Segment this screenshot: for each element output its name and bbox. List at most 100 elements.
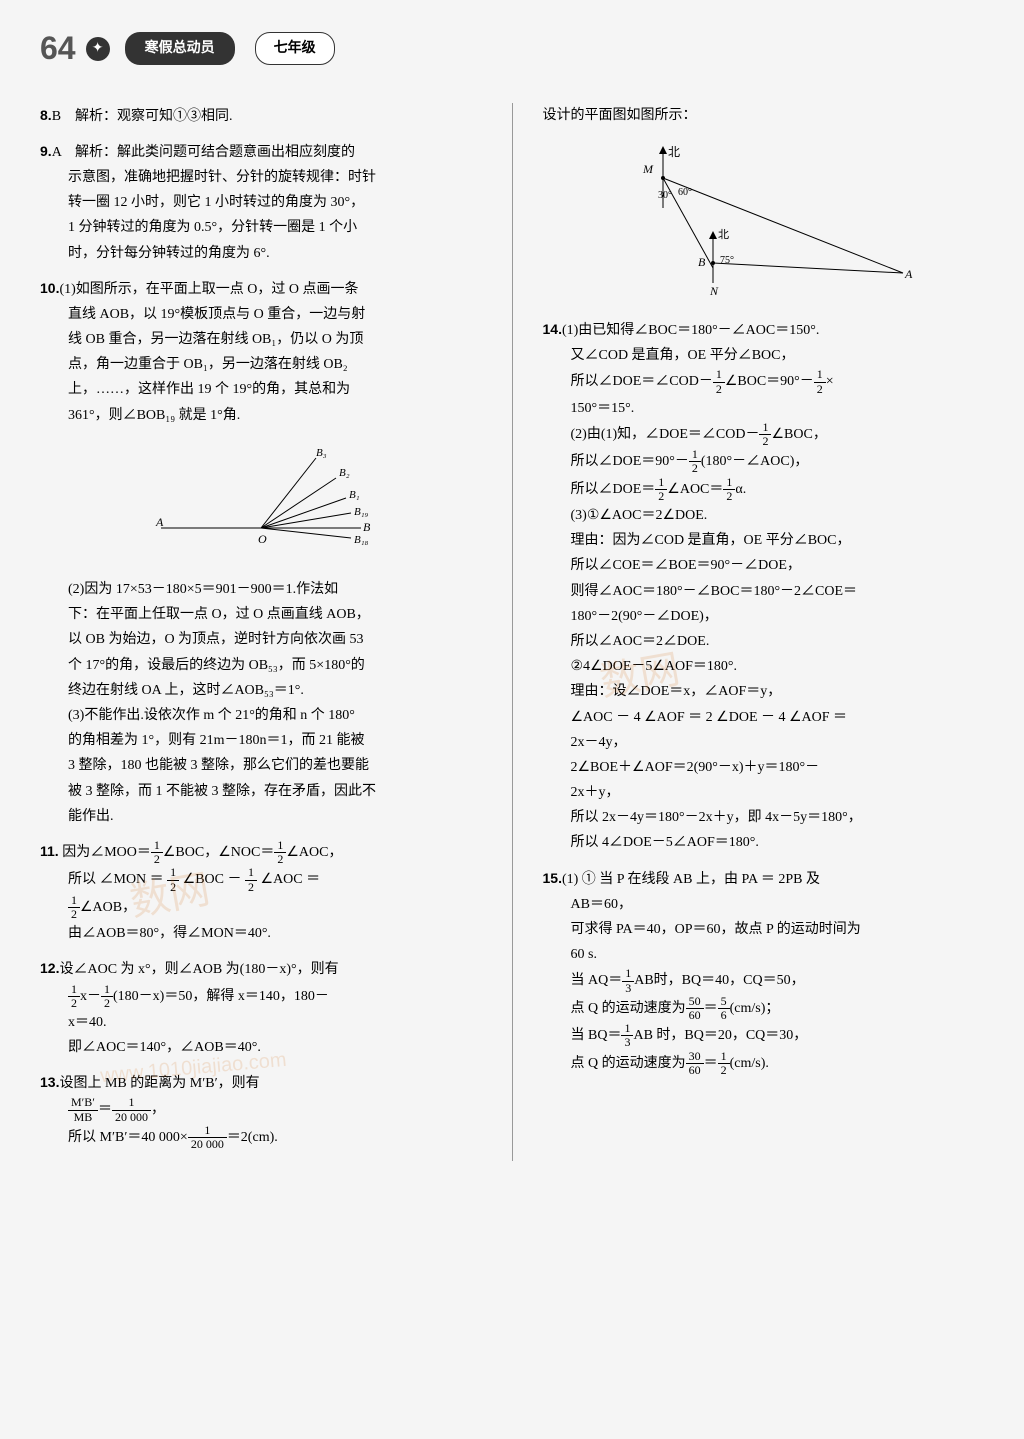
q9-ans: A bbox=[52, 145, 61, 160]
q13-l3: 所以 M′B′＝40 000×120 000＝2(cm). bbox=[40, 1124, 482, 1151]
q10-p3l3: 3 整除，180 也能被 3 整除，那么它们的差也要能 bbox=[40, 753, 482, 778]
q15-l3: 可求得 PA＝40，OP＝60，故点 P 的运动时间为 bbox=[543, 917, 985, 942]
q15-l5: 当 AQ＝13AB时，BQ＝40，CQ＝50， bbox=[543, 967, 985, 994]
q14-p3l12: 2x＋y， bbox=[543, 780, 985, 805]
q9-l1: 解析：解此类问题可结合题意画出相应刻度的 bbox=[61, 145, 355, 160]
page-header: 64 ✦ 寒假总动员 七年级 bbox=[40, 20, 984, 83]
q12-num: 12. bbox=[40, 960, 59, 976]
q9-l4: 1 分钟转过的角度为 0.5°，分针转一圈是 1 个小 bbox=[40, 215, 482, 240]
q11: 11. 因为∠MOO＝12∠BOC，∠NOC＝12∠AOC， 所以 ∠MON ＝… bbox=[40, 839, 482, 946]
q12-l3: x＝40. bbox=[40, 1010, 482, 1035]
q10-p1l5: 上，……，这样作出 19 个 19°的角，其总和为 bbox=[40, 377, 482, 402]
q13-l1: 设图上 MB 的距离为 M′B′，则有 bbox=[59, 1076, 259, 1091]
q8: 8.B 解析：观察可知①③相同. bbox=[40, 103, 482, 129]
q14-p3l14: 所以 4∠DOE－5∠AOF＝180°. bbox=[543, 830, 985, 855]
fig-B2: B₂ bbox=[339, 467, 350, 479]
q8-text: 解析：观察可知①③相同. bbox=[61, 109, 233, 124]
q11-l1b: ∠BOC，∠NOC＝ bbox=[163, 845, 274, 860]
right-column: 设计的平面图如图所示： 北 M 30° 60° 北 B 75° N A bbox=[543, 103, 985, 1162]
q15-l8: 点 Q 的运动速度为3060＝12(cm/s). bbox=[543, 1050, 985, 1077]
q10-p2l4: 个 17°的角，设最后的终边为 OB₅₃，而 5×180°的 bbox=[40, 653, 482, 678]
q14: 14.(1)由已知得∠BOC＝180°－∠AOC＝150°. 又∠COD 是直角… bbox=[543, 317, 985, 856]
q9-l2: 示意图，准确地把握时针、分针的旋转规律：时针 bbox=[40, 165, 482, 190]
q14-p2l2: 所以∠DOE＝90°－12(180°－∠AOC)， bbox=[543, 448, 985, 475]
r13-M: M bbox=[642, 162, 654, 176]
fig-B19: B₁₉ bbox=[354, 506, 369, 518]
header-title: 寒假总动员 bbox=[125, 32, 235, 65]
q14-p1l1: (1)由已知得∠BOC＝180°－∠AOC＝150°. bbox=[562, 323, 819, 338]
q14-p1l4: 150°＝15°. bbox=[543, 396, 985, 421]
q14-p3l13: 所以 2x－4y＝180°－2x＋y，即 4x－5y＝180°， bbox=[543, 805, 985, 830]
r13-caption: 设计的平面图如图所示： bbox=[543, 103, 985, 128]
q11-l4: 由∠AOB＝80°，得∠MON＝40°. bbox=[40, 921, 482, 946]
q9-l5: 时，分针每分钟转过的角度为 6°. bbox=[40, 241, 482, 266]
q9-l3: 转一圈 12 小时，则它 1 小时转过的角度为 30°， bbox=[40, 190, 482, 215]
q10-p1l3: 线 OB 重合，另一边落在射线 OB₁，仍以 O 为顶 bbox=[40, 327, 482, 352]
fig-B18: B₁₈ bbox=[354, 534, 369, 546]
q9: 9.A 解析：解此类问题可结合题意画出相应刻度的 示意图，准确地把握时针、分针的… bbox=[40, 139, 482, 266]
q8-ans: B bbox=[52, 109, 61, 124]
q12-l4: 即∠AOC＝140°，∠AOB＝40°. bbox=[40, 1035, 482, 1060]
content-columns: 8.B 解析：观察可知①③相同. 9.A 解析：解此类问题可结合题意画出相应刻度… bbox=[40, 103, 984, 1162]
q14-p3l8: 理由：设∠DOE＝x，∠AOF＝y， bbox=[543, 679, 985, 704]
q14-p3l9: ∠AOC － 4 ∠AOF ＝ 2 ∠DOE － 4 ∠AOF ＝ bbox=[543, 705, 985, 730]
q14-p1l3: 所以∠DOE＝∠COD－12∠BOC＝90°－12× bbox=[543, 368, 985, 395]
q10-p3l4: 被 3 整除，而 1 不能被 3 整除，存在矛盾，因此不 bbox=[40, 779, 482, 804]
q15-l2: AB＝60， bbox=[543, 892, 985, 917]
q11-l3: 12∠AOB， bbox=[40, 894, 482, 921]
q14-p3l11: 2∠BOE＋∠AOF＝2(90°－x)＋y＝180°－ bbox=[543, 755, 985, 780]
q11-l1a: 因为∠MOO＝ bbox=[62, 845, 151, 860]
r13-N: N bbox=[709, 284, 719, 298]
q14-p2l1: (2)由(1)知，∠DOE＝∠COD－12∠BOC， bbox=[543, 421, 985, 448]
q14-p3l3: 所以∠COE＝∠BOE＝90°－∠DOE， bbox=[543, 553, 985, 578]
q12: 12.设∠AOC 为 x°，则∠AOB 为(180－x)°，则有 12x－12(… bbox=[40, 956, 482, 1060]
fig-B1: B₁ bbox=[349, 489, 360, 501]
column-divider bbox=[512, 103, 513, 1162]
q11-l1c: ∠AOC， bbox=[286, 845, 342, 860]
fig-B3: B₃ bbox=[316, 447, 327, 459]
q14-p3l2: 理由：因为∠COD 是直角，OE 平分∠BOC， bbox=[543, 528, 985, 553]
q14-p3l5: 180°－2(90°－∠DOE)， bbox=[543, 604, 985, 629]
q15-l7: 当 BQ＝13AB 时，BQ＝20，CQ＝30， bbox=[543, 1022, 985, 1049]
q11-num: 11. bbox=[40, 843, 59, 859]
q14-p3l4: 则得∠AOC＝180°－∠BOC＝180°－2∠COE＝ bbox=[543, 579, 985, 604]
q10-p2l5: 终边在射线 OA 上，这时∠AOB₅₃＝1°. bbox=[40, 678, 482, 703]
q15: 15.(1) ① 当 P 在线段 AB 上，由 PA ＝ 2PB 及 AB＝60… bbox=[543, 866, 985, 1077]
q10-p2l2: 下：在平面上任取一点 O，过 O 点画直线 AOB， bbox=[40, 602, 482, 627]
q14-p3l1: (3)①∠AOC＝2∠DOE. bbox=[543, 503, 985, 528]
fig-B: B bbox=[363, 520, 371, 534]
q8-num: 8. bbox=[40, 107, 52, 123]
q14-num: 14. bbox=[543, 321, 562, 337]
q15-num: 15. bbox=[543, 870, 562, 886]
q10-p3l1: (3)不能作出.设依次作 m 个 21°的角和 n 个 180° bbox=[40, 703, 482, 728]
q14-p3l7: ②4∠DOE－5∠AOF＝180°. bbox=[543, 654, 985, 679]
q13-l2: M′B′MB＝120 000， bbox=[40, 1096, 482, 1123]
r13-A: A bbox=[904, 267, 913, 281]
q10-p2l1: (2)因为 17×53－180×5＝901－900＝1.作法如 bbox=[40, 577, 482, 602]
q10-num: 10. bbox=[40, 280, 59, 296]
q12-l1: 设∠AOC 为 x°，则∠AOB 为(180－x)°，则有 bbox=[59, 962, 338, 977]
q14-p2l3: 所以∠DOE＝12∠AOC＝12α. bbox=[543, 476, 985, 503]
q10-figure: A O B B₁₉ B₁ B₂ B₃ B₁₈ bbox=[40, 438, 482, 567]
q12-l2: 12x－12(180－x)＝50，解得 x＝140，180－ bbox=[40, 983, 482, 1010]
page-number: 64 bbox=[40, 20, 76, 78]
q13-num: 13. bbox=[40, 1074, 59, 1090]
q10-p1l6: 361°，则∠BOB₁₉ 就是 1°角. bbox=[40, 403, 482, 428]
q11-l2: 所以 ∠MON ＝ 12 ∠BOC － 12 ∠AOC ＝ bbox=[40, 866, 482, 893]
q15-l4: 60 s. bbox=[543, 942, 985, 967]
q14-p3l10: 2x－4y， bbox=[543, 730, 985, 755]
r13-B: B bbox=[698, 255, 706, 269]
header-icon: ✦ bbox=[86, 37, 110, 61]
q13: 13.设图上 MB 的距离为 M′B′，则有 M′B′MB＝120 000， 所… bbox=[40, 1070, 482, 1151]
q10-p1l2: 直线 AOB，以 19°模板顶点与 O 重合，一边与射 bbox=[40, 302, 482, 327]
r13-figure: 北 M 30° 60° 北 B 75° N A bbox=[543, 138, 985, 307]
q15-l1: (1) ① 当 P 在线段 AB 上，由 PA ＝ 2PB 及 bbox=[562, 872, 820, 887]
q10: 10.(1)如图所示，在平面上取一点 O，过 O 点画一条 直线 AOB，以 1… bbox=[40, 276, 482, 829]
q9-num: 9. bbox=[40, 143, 52, 159]
r13-30: 30° bbox=[658, 190, 672, 201]
q15-l6: 点 Q 的运动速度为5060＝56(cm/s)； bbox=[543, 995, 985, 1022]
q10-p2l3: 以 OB 为始边，O 为顶点，逆时针方向依次画 53 bbox=[40, 627, 482, 652]
q10-p1l1: (1)如图所示，在平面上取一点 O，过 O 点画一条 bbox=[59, 282, 358, 297]
left-column: 8.B 解析：观察可知①③相同. 9.A 解析：解此类问题可结合题意画出相应刻度… bbox=[40, 103, 482, 1162]
r13-north1: 北 bbox=[668, 145, 680, 159]
